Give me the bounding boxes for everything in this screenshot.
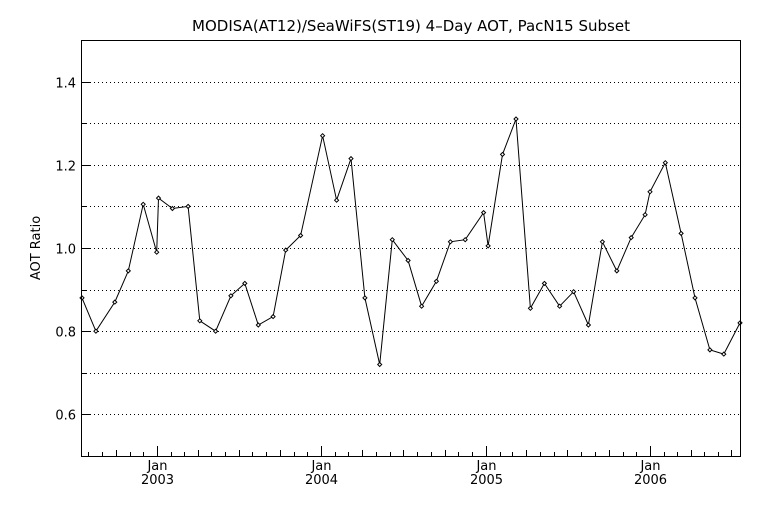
x-tick-year-label: 2003 [141, 473, 174, 488]
data-point [418, 303, 425, 309]
data-point [333, 197, 340, 203]
data-point [405, 257, 411, 264]
data-point [585, 322, 592, 328]
data-point [255, 322, 262, 328]
y-axis-label: AOT Ratio [29, 216, 44, 280]
data-point [614, 268, 620, 274]
x-tick-year-label: 2004 [305, 473, 338, 488]
data-point [270, 313, 276, 320]
data-point [662, 159, 669, 166]
x-tick-year-label: 2006 [634, 473, 667, 488]
data-point [678, 230, 684, 237]
data-point [485, 243, 491, 249]
data-point [541, 280, 548, 287]
series-line [81, 118, 741, 365]
data-point [376, 361, 383, 368]
x-tick-month-label: Jan [475, 459, 496, 474]
data-point [348, 155, 354, 162]
data-point [556, 303, 563, 309]
data-point [447, 239, 454, 245]
data-point [707, 347, 713, 353]
y-tick-label: 1.0 [55, 243, 76, 258]
y-tick-label: 0.8 [55, 326, 76, 341]
data-point [93, 328, 99, 334]
data-point [140, 201, 146, 208]
data-point [513, 116, 519, 122]
data-point [642, 211, 648, 218]
data-point [499, 151, 506, 158]
data-point [297, 232, 304, 239]
data-point [692, 295, 698, 301]
y-tick-label: 0.6 [55, 409, 76, 424]
y-tick-label: 1.2 [55, 160, 76, 175]
data-point [647, 189, 653, 195]
x-tick-year-label: 2005 [470, 473, 503, 488]
data-point [282, 247, 289, 253]
data-point [389, 236, 396, 243]
data-point [242, 280, 248, 287]
series-points [79, 116, 743, 368]
data-point [185, 203, 191, 210]
x-tick-month-label: Jan [639, 459, 660, 474]
plot-frame [81, 40, 741, 457]
data-point [169, 205, 176, 212]
data-point [319, 132, 326, 139]
chart-title: MODISA(AT12)/SeaWiFS(ST19) 4–Day AOT, Pa… [192, 17, 630, 35]
data-point [628, 234, 634, 241]
y-tick-label: 1.4 [55, 77, 76, 92]
data-point [197, 318, 203, 324]
x-tick-month-label: Jan [310, 459, 331, 474]
data-point [125, 268, 132, 274]
data-point [155, 195, 162, 201]
data-point [599, 239, 606, 245]
data-point [527, 305, 534, 312]
data-point [721, 351, 727, 357]
data-point [480, 209, 487, 216]
data-point [433, 278, 440, 285]
data-point [112, 299, 118, 305]
data-point [362, 295, 368, 301]
data-point [462, 236, 468, 243]
data-point [153, 249, 160, 255]
data-point [228, 293, 234, 299]
y-axis-ticks: 0.6 0.8 1.0 1.2 1.4 [55, 77, 91, 424]
x-tick-month-label: Jan [146, 459, 167, 474]
data-point [212, 328, 219, 334]
data-point [570, 288, 577, 295]
gridlines [82, 82, 740, 415]
